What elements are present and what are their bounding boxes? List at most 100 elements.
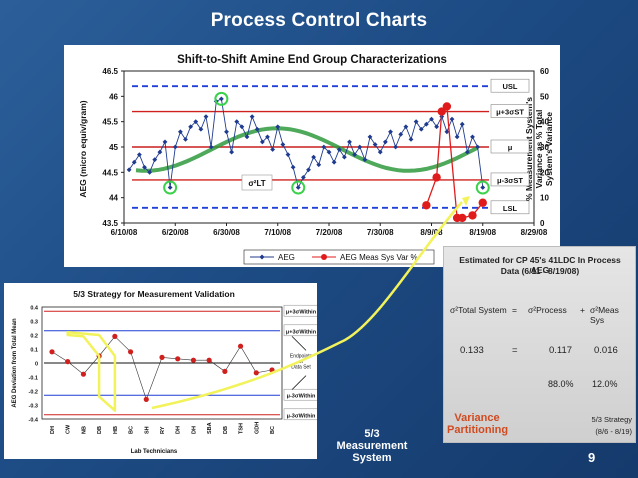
lower-x-tick: RY (160, 426, 166, 434)
aeg-point (177, 129, 183, 135)
lower-point (143, 396, 149, 402)
y-tick-right: 10 (540, 194, 549, 203)
lower-limit-label: μ-3σWithin (287, 394, 316, 400)
aeg-point (152, 157, 158, 163)
partition-line-1: Variance (454, 412, 500, 424)
meas-point (437, 107, 446, 116)
lower-chart-title: 5/3 Strategy for Measurement Validation (73, 289, 235, 299)
aeg-point (372, 142, 378, 147)
aeg-point (454, 134, 460, 140)
lower-point (253, 370, 259, 376)
aeg-point (388, 129, 393, 135)
aeg-point (377, 149, 383, 155)
meas-point (442, 102, 452, 111)
lower-point (65, 359, 71, 365)
limit-label: μ+3σST (496, 108, 524, 117)
aeg-point (285, 152, 291, 157)
legend-aeg-marker (259, 254, 265, 260)
y-tick-right: 20 (540, 168, 549, 177)
legend-aeg-label: AEG (278, 253, 295, 262)
lower-x-tick: DB (223, 426, 229, 434)
y-tick-right: 60 (540, 67, 549, 76)
lower-x-tick: DH (50, 426, 56, 434)
estimate-box: Estimated for CP 45's 41LDC In Process A… (443, 246, 636, 443)
x-tick-label: 8/19/08 (469, 228, 496, 237)
aeg-point (157, 149, 163, 155)
aeg-point (326, 149, 332, 155)
lower-x-tick: DH (191, 426, 197, 434)
aeg-point (147, 169, 153, 175)
aeg-point (224, 129, 229, 135)
val-total: 0.133 (460, 345, 484, 356)
lower-y-tick: 0.1 (30, 348, 38, 354)
lower-chart: 5/3 Strategy for Measurement Validation 0… (12, 289, 319, 455)
aeg-series-line (128, 98, 484, 189)
aeg-point (131, 159, 137, 165)
x-tick-label: 6/20/08 (162, 228, 189, 237)
meas-line-2: Measurement (336, 440, 408, 452)
lower-limit-label: μ+3σWithin (286, 329, 317, 335)
strategy-label-2: (8/6 - 8/19) (595, 427, 632, 436)
lower-y-tick: 0.3 (30, 320, 38, 326)
val-meas: 0.016 (594, 345, 618, 356)
lower-ylabel: AEG Deviation from Total Mean (12, 318, 18, 408)
main-ylabel-right-line: System's Variance (544, 112, 554, 187)
aeg-point (208, 144, 214, 150)
aeg-point (167, 185, 173, 190)
legend-box (243, 249, 435, 265)
lower-y-tick: -0.2 (29, 390, 38, 396)
aeg-point (249, 114, 255, 119)
lower-point (80, 371, 87, 377)
strategy-label-1: 5/3 Strategy (591, 415, 632, 424)
lower-x-tick: BC (270, 426, 276, 434)
lower-point (127, 349, 134, 355)
meas-point (432, 173, 441, 182)
partition-line-2: Partitioning (447, 424, 509, 436)
aeg-point (403, 124, 409, 130)
aeg-point (162, 139, 168, 145)
limit-label: μ (508, 143, 513, 152)
endpoints-label-1: Endpoints (290, 353, 313, 359)
aeg-point (475, 144, 481, 150)
y-tick-right: 40 (540, 118, 549, 127)
aeg-point (449, 116, 455, 122)
y-tick-left: 43.5 (102, 219, 118, 228)
aeg-point (382, 139, 388, 145)
pct-process: 88.0% (548, 379, 574, 389)
endpoints-arrow-down (291, 375, 307, 390)
lower-x-tick: DH (176, 426, 182, 434)
aeg-point (229, 149, 235, 155)
measurement-system-label: 5/3 Measurement System (336, 428, 408, 464)
eq-plus: + (580, 305, 585, 315)
aeg-point (321, 144, 327, 150)
aeg-point (347, 139, 352, 145)
eq-equals: = (512, 305, 517, 315)
sigma-lt-box (241, 174, 273, 191)
x-tick-label: 8/29/08 (521, 228, 548, 237)
lower-point (190, 357, 197, 363)
limit-label-box (490, 139, 530, 154)
lower-x-tick: SH (144, 426, 150, 434)
aeg-point (408, 137, 414, 142)
aeg-point (270, 147, 276, 152)
lower-highlight-loop (66, 330, 117, 412)
aeg-point (142, 164, 147, 170)
pct-meas: 12.0% (592, 379, 618, 389)
highlight-circle (214, 91, 229, 106)
aeg-point (259, 139, 265, 145)
page-number: 9 (588, 450, 596, 465)
meas-point (478, 198, 487, 207)
sigma-lt-label: σ²LT (248, 179, 265, 188)
x-tick-label: 6/10/08 (111, 228, 138, 237)
legend-meas-label: AEG Meas Sys Var % (340, 253, 418, 262)
eq-process: σ²Process (528, 305, 567, 315)
estimate-title-1: Estimated for CP 45's 41LDC In Process A… (459, 255, 621, 275)
x-tick-label: 7/10/08 (264, 228, 291, 237)
estimate-title-2: Data (6/11 - 8/19/08) (500, 266, 580, 276)
aeg-point (418, 126, 424, 132)
aeg-point (393, 144, 399, 150)
highlight-circle (163, 180, 178, 195)
main-ylabel-left: AEG (micro equiv/gram) (78, 100, 88, 197)
connector-arrow-line (151, 201, 463, 410)
